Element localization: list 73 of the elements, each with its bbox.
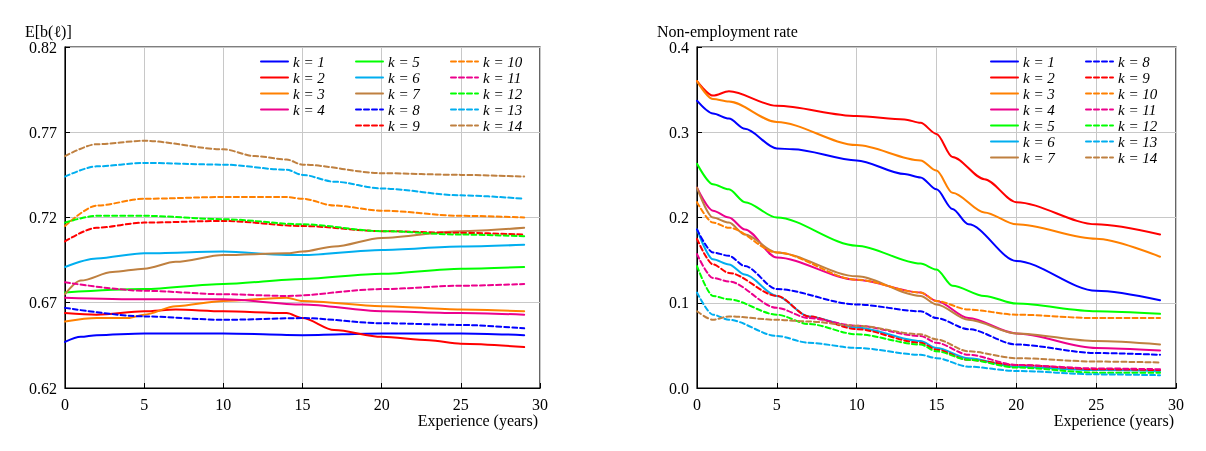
legend-label: k = 7 xyxy=(1023,149,1057,166)
line-series xyxy=(64,214,526,238)
x-tick-label: 10 xyxy=(848,395,865,413)
legend-label: k = 6 xyxy=(1023,133,1056,150)
line-series xyxy=(64,139,526,178)
line-series xyxy=(696,291,1162,377)
y-tick-label: 0.2 xyxy=(669,209,689,226)
legend-label: k = 14 xyxy=(483,117,523,134)
y-tick-label: 0.62 xyxy=(29,379,57,397)
x-tick-label: 30 xyxy=(1168,395,1184,413)
line-series xyxy=(64,281,526,297)
line-series xyxy=(64,226,526,296)
legend-label: k = 14 xyxy=(1118,149,1158,166)
line-series xyxy=(696,162,1162,315)
legend-label: k = 5 xyxy=(388,53,421,70)
legend-label: k = 8 xyxy=(388,101,421,118)
x-tick-label: 25 xyxy=(1088,395,1105,413)
line-series xyxy=(64,308,526,349)
legend-label: k = 9 xyxy=(388,117,421,134)
y-tick-label: 0.4 xyxy=(669,38,689,56)
y-tick-label: 0.1 xyxy=(669,294,689,312)
x-tick-label: 15 xyxy=(294,395,311,413)
legend-label: k = 8 xyxy=(1118,53,1151,70)
legend-label: k = 11 xyxy=(483,69,522,86)
legend-label: k = 4 xyxy=(1023,101,1056,118)
legend-label: k = 1 xyxy=(1023,53,1055,70)
x-tick-label: 5 xyxy=(772,395,781,413)
legend-label: k = 10 xyxy=(1118,85,1158,102)
legend-label: k = 12 xyxy=(1118,117,1158,134)
x-tick-label: 20 xyxy=(373,395,390,413)
line-series xyxy=(64,332,526,343)
line-series xyxy=(696,99,1162,302)
y-axis-title: E[b(ℓ)] xyxy=(25,22,72,41)
legend-label: k = 3 xyxy=(1023,85,1055,102)
x-tick-label: 30 xyxy=(532,395,548,413)
line-series xyxy=(64,265,526,294)
x-tick-label: 15 xyxy=(928,395,945,413)
legend-label: k = 1 xyxy=(293,53,325,70)
line-series xyxy=(64,306,526,330)
legend-label: k = 2 xyxy=(1023,69,1056,86)
x-tick-label: 20 xyxy=(1008,395,1025,413)
legend-label: k = 7 xyxy=(388,85,422,102)
line-series xyxy=(696,310,1162,364)
y-tick-label: 0.3 xyxy=(669,123,689,141)
y-tick-label: 0.77 xyxy=(29,123,57,141)
legend-label: k = 13 xyxy=(483,101,523,118)
y-tick-label: 0.67 xyxy=(29,294,57,312)
x-tick-label: 0 xyxy=(61,395,69,413)
x-tick-label: 0 xyxy=(693,395,701,413)
legend-label: k = 11 xyxy=(1118,101,1157,118)
y-axis-title: Non-employment rate xyxy=(657,22,798,41)
line-series xyxy=(64,196,526,228)
legend-label: k = 13 xyxy=(1118,133,1158,150)
legend-label: k = 10 xyxy=(483,53,523,70)
line-series xyxy=(696,201,1162,320)
y-tick-label: 0.0 xyxy=(669,379,689,397)
line-series xyxy=(64,296,526,323)
legend-label: k = 9 xyxy=(1118,69,1151,86)
legend-label: k = 5 xyxy=(1023,117,1056,134)
legend-label: k = 2 xyxy=(293,69,326,86)
legend-label: k = 12 xyxy=(483,85,523,102)
legend-label: k = 6 xyxy=(388,69,421,86)
x-tick-label: 25 xyxy=(452,395,469,413)
legend-label: k = 3 xyxy=(293,85,325,102)
line-series xyxy=(64,296,526,316)
legend-label: k = 4 xyxy=(293,101,326,118)
x-tick-label: 5 xyxy=(140,395,149,413)
x-axis-title: Experience (years) xyxy=(417,411,538,430)
line-series xyxy=(64,219,526,243)
x-tick-label: 10 xyxy=(215,395,232,413)
y-tick-label: 0.72 xyxy=(29,209,57,226)
line-series xyxy=(64,243,526,268)
x-axis-title: Experience (years) xyxy=(1053,411,1174,430)
